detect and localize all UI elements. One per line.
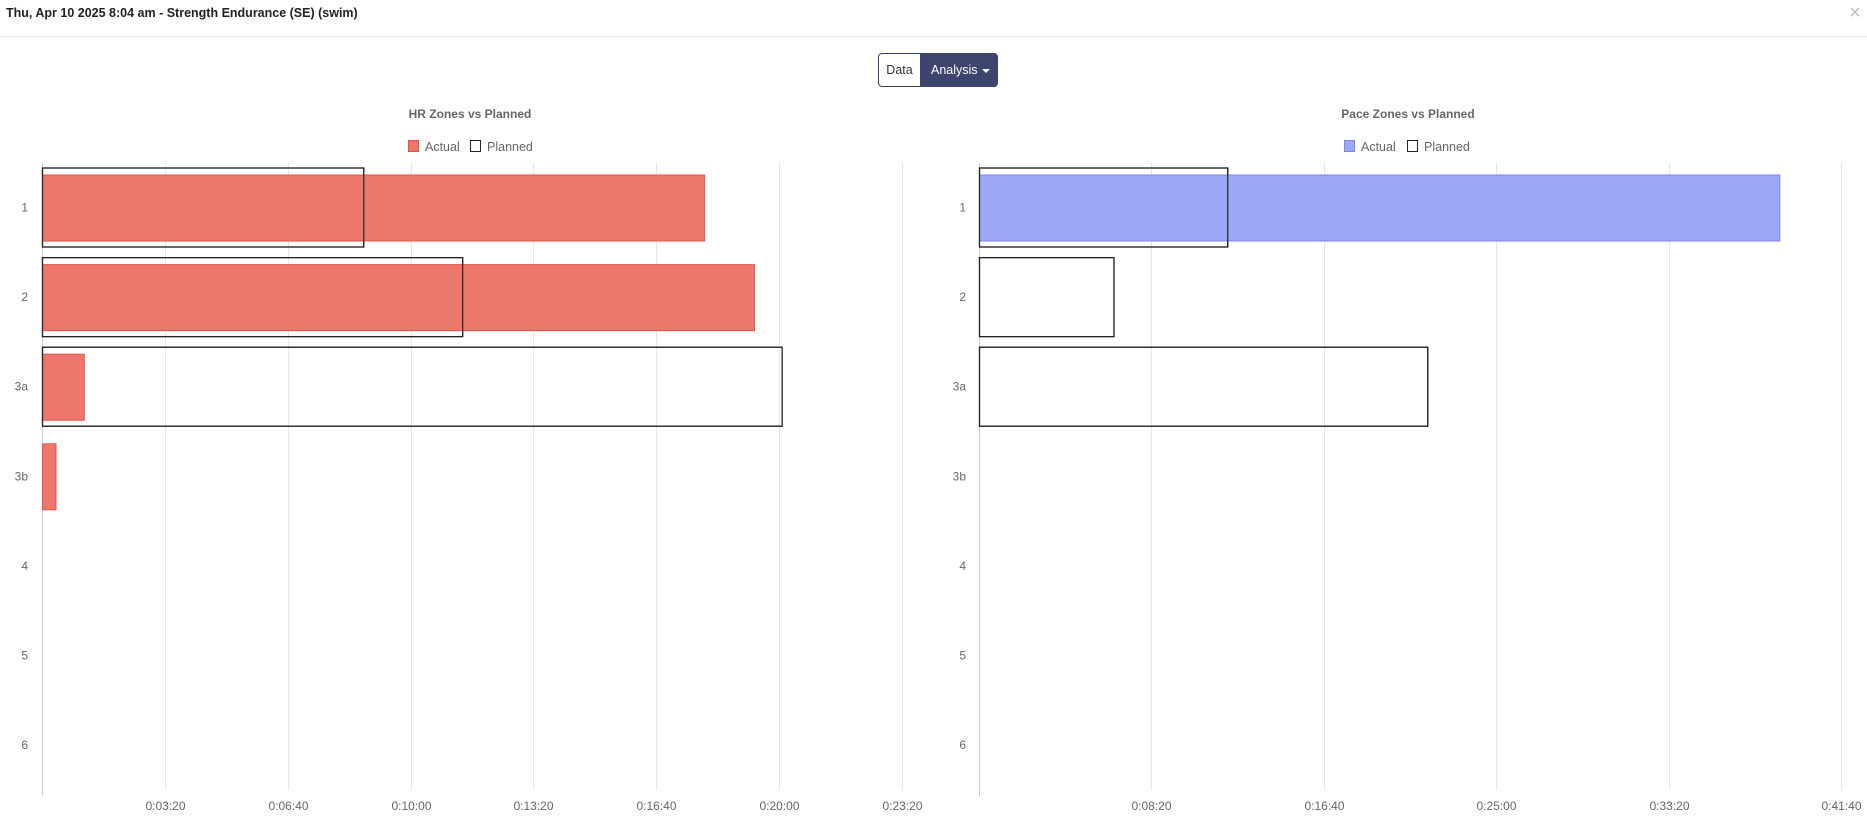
- modal-title: Thu, Apr 10 2025 8:04 am - Strength Endu…: [6, 6, 358, 20]
- zone-label: 6: [959, 738, 966, 752]
- zone-label: 3b: [15, 469, 29, 483]
- planned-bar-outline: [978, 257, 1115, 338]
- view-toggle: Data Analysis: [878, 53, 998, 87]
- legend-swatch-actual: [1344, 140, 1355, 152]
- planned-bar-outline: [41, 346, 783, 427]
- planned-bar: [978, 257, 1115, 338]
- planned-bar-outline: [41, 257, 464, 338]
- x-tick-label: 0:23:20: [882, 799, 922, 813]
- legend-swatch-planned: [470, 140, 481, 152]
- x-tick-label: 0:20:00: [759, 799, 799, 813]
- zone-label: 4: [959, 559, 966, 573]
- x-tick-label: 0:08:20: [1131, 799, 1171, 813]
- planned-bar: [41, 346, 783, 427]
- hr-zones-chart: HR Zones vs Planned Actual Planned 0:03:20 0…: [15, 107, 923, 813]
- x-tick-label: 0:10:00: [391, 799, 431, 813]
- modal-header: Thu, Apr 10 2025 8:04 am - Strength Endu…: [0, 0, 1867, 37]
- x-tick-label: 0:13:20: [513, 799, 553, 813]
- data-button[interactable]: Data: [878, 53, 921, 87]
- x-tick-label: 0:33:20: [1649, 799, 1689, 813]
- actual-bar: [42, 443, 57, 511]
- zone-label: 5: [959, 649, 966, 663]
- legend-label-planned: Planned: [1424, 140, 1470, 154]
- zone-label: 1: [959, 201, 966, 215]
- x-tick-label: 0:03:20: [145, 799, 185, 813]
- zone-label: 3a: [15, 380, 29, 394]
- legend-label-actual: Actual: [1361, 140, 1396, 154]
- zone-label: 1: [21, 201, 28, 215]
- x-tick-label: 0:16:40: [636, 799, 676, 813]
- legend-swatch-planned: [1407, 140, 1418, 152]
- chart-title: Pace Zones vs Planned: [1341, 107, 1474, 121]
- caret-down-icon: [981, 68, 990, 73]
- planned-bar-outline: [978, 346, 1429, 427]
- x-tick-label: 0:06:40: [268, 799, 308, 813]
- actual-bar: [42, 174, 706, 242]
- close-icon[interactable]: ×: [1849, 2, 1861, 24]
- analysis-dropdown-button[interactable]: Analysis: [921, 53, 998, 87]
- zone-label: 2: [21, 290, 28, 304]
- zone-label: 6: [21, 738, 28, 752]
- zone-label: 3b: [953, 469, 967, 483]
- zone-label: 5: [21, 649, 28, 663]
- zone-label: 4: [21, 559, 28, 573]
- x-tick-label: 0:16:40: [1304, 799, 1344, 813]
- legend-label-actual: Actual: [425, 140, 460, 154]
- planned-bar-outline: [978, 167, 1229, 248]
- planned-bar-outline: [41, 167, 365, 248]
- x-tick-label: 0:41:40: [1821, 799, 1861, 813]
- x-tick-label: 0:25:00: [1476, 799, 1516, 813]
- legend-label-planned: Planned: [487, 140, 533, 154]
- chart-title: HR Zones vs Planned: [409, 107, 532, 121]
- pace-zones-chart: Pace Zones vs Planned Actual Planned 0:08:2…: [953, 107, 1862, 813]
- actual-bar: [42, 264, 755, 332]
- planned-bar: [978, 346, 1429, 427]
- zone-label: 2: [959, 290, 966, 304]
- actual-bar: [979, 174, 1781, 242]
- analysis-label: Analysis: [931, 63, 978, 77]
- legend-swatch-actual: [408, 140, 419, 152]
- actual-bar: [42, 353, 85, 421]
- zone-label: 3a: [953, 380, 967, 394]
